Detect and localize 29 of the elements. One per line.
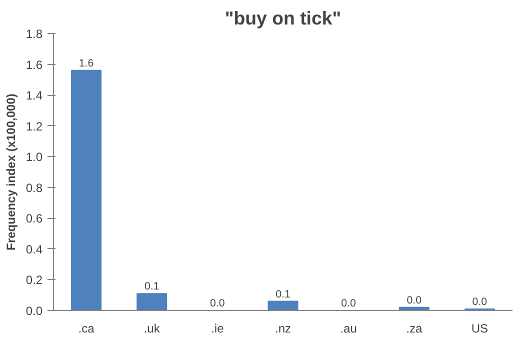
y-tick-label: 1.4: [26, 88, 43, 103]
y-tick-label: 1.6: [26, 58, 43, 72]
data-label: 0.1: [144, 280, 160, 293]
data-label: 1.6: [78, 57, 94, 70]
y-axis-title: Frequency index (x100,000): [4, 94, 18, 250]
data-label: 0.0: [406, 294, 422, 306]
y-tick-label: 0.0: [26, 304, 43, 318]
data-label: 0.0: [210, 298, 225, 310]
y-tick-label: 0.8: [26, 180, 43, 195]
y-tick-label: 1.0: [26, 150, 43, 164]
data-label: 0.0: [341, 298, 356, 310]
bar: [268, 300, 298, 310]
data-label: 0.0: [472, 296, 488, 308]
x-tick-label: US: [471, 322, 488, 336]
y-tick-label: 1.8: [26, 27, 43, 41]
x-tick-label: .ie: [211, 322, 224, 336]
x-tick-label: .ca: [78, 322, 95, 336]
y-tick-label: 1.2: [26, 119, 43, 134]
x-tick-label: .za: [406, 322, 422, 336]
y-tick-label: 0.2: [26, 273, 43, 288]
x-tick-label: .au: [340, 322, 357, 336]
chart-title: "buy on tick": [224, 8, 342, 28]
bar: [136, 293, 168, 310]
data-label: 0.1: [276, 288, 290, 300]
y-tick-label: 0.6: [26, 212, 43, 226]
bar: [71, 70, 102, 310]
x-tick-label: .uk: [144, 322, 161, 336]
y-tick-label: 0.4: [26, 242, 43, 256]
x-tick-label: .nz: [274, 322, 292, 336]
